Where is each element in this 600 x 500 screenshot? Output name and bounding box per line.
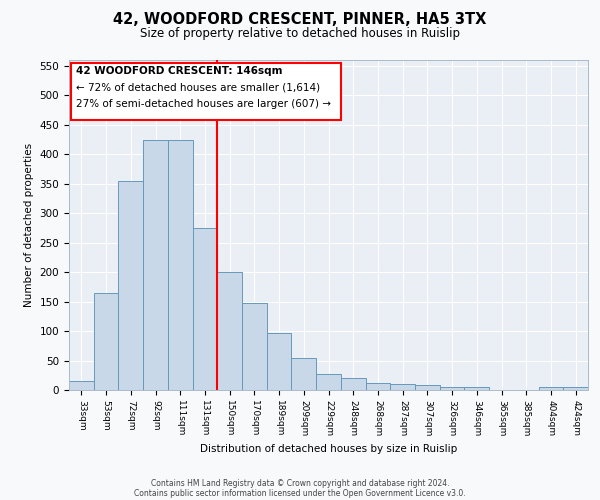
Bar [440, 387, 464, 390]
Bar [292, 358, 316, 390]
Text: Size of property relative to detached houses in Ruislip: Size of property relative to detached ho… [140, 28, 460, 40]
X-axis label: Distribution of detached houses by size in Ruislip: Distribution of detached houses by size … [200, 444, 457, 454]
Bar [143, 140, 168, 390]
Bar [316, 374, 341, 390]
Bar [464, 387, 489, 390]
Bar [69, 381, 94, 390]
Y-axis label: Number of detached properties: Number of detached properties [24, 143, 34, 307]
Bar [168, 140, 193, 390]
Bar [94, 293, 118, 390]
Bar [193, 228, 217, 390]
Bar [390, 384, 415, 390]
Text: 42 WOODFORD CRESCENT: 146sqm: 42 WOODFORD CRESCENT: 146sqm [76, 66, 283, 76]
Bar [242, 303, 267, 390]
Bar [217, 272, 242, 390]
Bar [341, 378, 365, 390]
Bar [415, 386, 440, 390]
Text: ← 72% of detached houses are smaller (1,614): ← 72% of detached houses are smaller (1,… [76, 83, 320, 93]
Text: 42, WOODFORD CRESCENT, PINNER, HA5 3TX: 42, WOODFORD CRESCENT, PINNER, HA5 3TX [113, 12, 487, 28]
Bar [118, 181, 143, 390]
Text: Contains HM Land Registry data © Crown copyright and database right 2024.: Contains HM Land Registry data © Crown c… [151, 478, 449, 488]
Text: 27% of semi-detached houses are larger (607) →: 27% of semi-detached houses are larger (… [76, 100, 331, 110]
Bar [563, 387, 588, 390]
Bar [267, 333, 292, 390]
Bar [539, 387, 563, 390]
Bar [365, 383, 390, 390]
FancyBboxPatch shape [71, 63, 341, 120]
Text: Contains public sector information licensed under the Open Government Licence v3: Contains public sector information licen… [134, 488, 466, 498]
